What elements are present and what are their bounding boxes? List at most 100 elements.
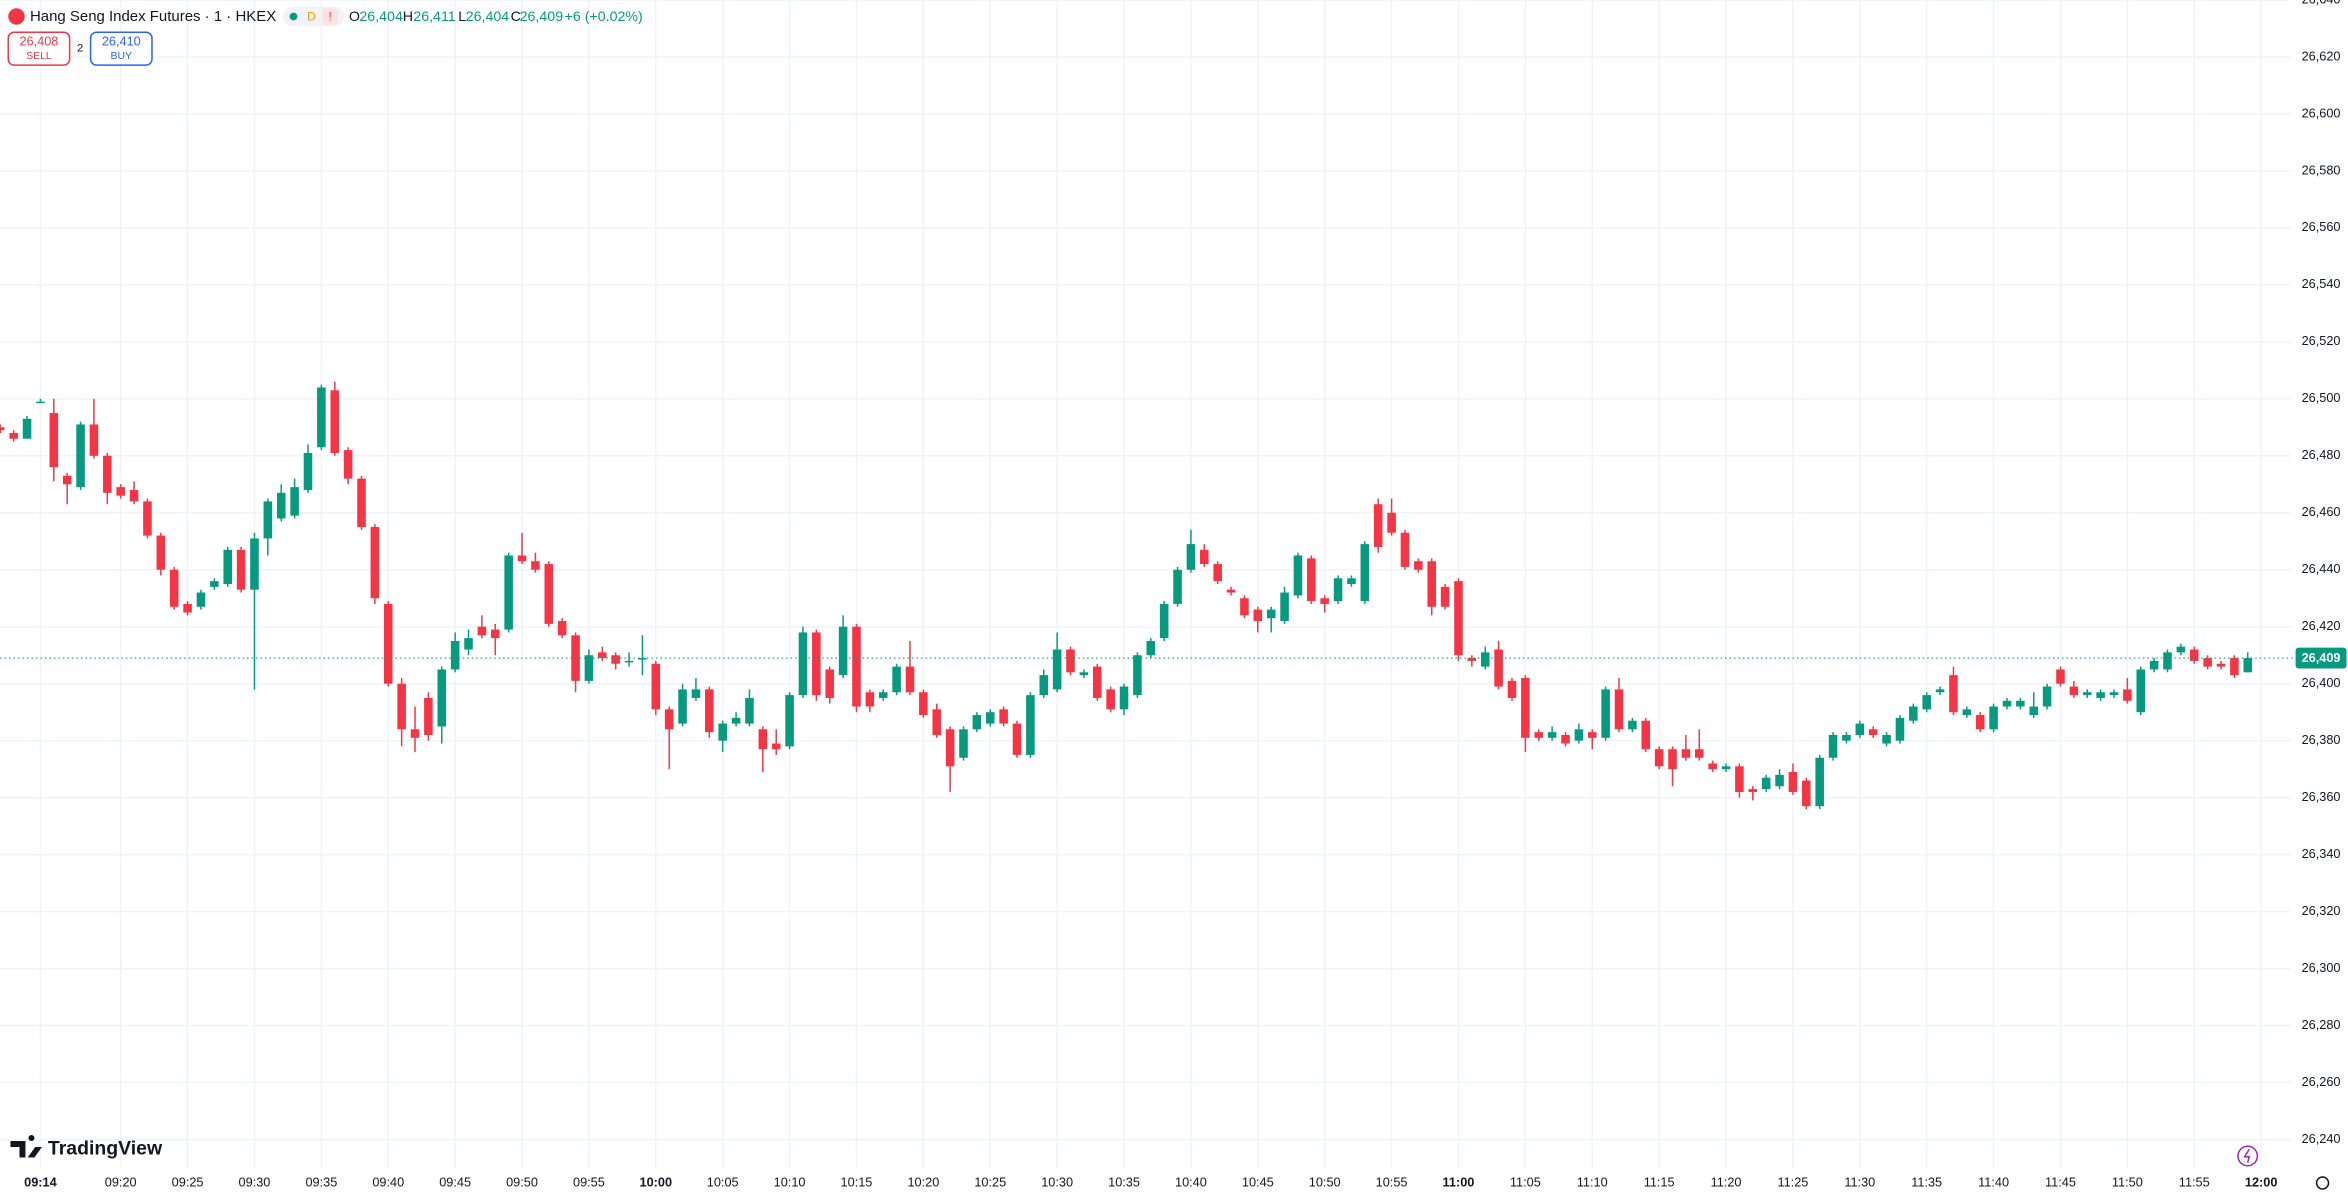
warning-badge[interactable]: ! [329, 9, 332, 23]
buy-label[interactable]: BUY [111, 51, 133, 62]
y-tick-label: 26,320 [2302, 903, 2341, 918]
settings-icon[interactable] [2315, 1176, 2330, 1190]
candle-body [370, 527, 380, 599]
candle-body [357, 478, 366, 528]
candle-body [1975, 715, 1985, 730]
candle-body [450, 640, 460, 670]
candle-body [2123, 689, 2132, 701]
candle-body [1026, 695, 1035, 755]
candle-body [999, 709, 1008, 724]
candle-body [2002, 700, 2012, 707]
candle-body [9, 433, 18, 439]
y-tick-label: 26,480 [2302, 447, 2341, 462]
candle-body [490, 629, 500, 639]
y-tick-label: 26,640 [2302, 0, 2341, 6]
sell-price[interactable]: 26,408 [19, 33, 58, 48]
buy-button[interactable] [89, 31, 153, 66]
candle-body [2136, 669, 2146, 713]
candle-body [892, 666, 901, 693]
candle-body [1735, 766, 1744, 792]
candle-body [1949, 675, 1958, 713]
candle-body [1775, 774, 1784, 787]
candle-body [745, 697, 754, 724]
alert-icon[interactable] [2237, 1145, 2259, 1167]
candle-body [2042, 686, 2052, 707]
candle-body [1681, 749, 1691, 758]
y-tick-label: 26,240 [2302, 1131, 2341, 1146]
candle-body [89, 424, 99, 456]
x-tick-label: 09:35 [305, 1174, 337, 1189]
x-tick-label: 11:15 [1644, 1174, 1675, 1189]
x-tick-label: 11:45 [2045, 1174, 2076, 1189]
candle-body [2069, 686, 2079, 696]
candle-body [397, 683, 406, 730]
candle-body [959, 729, 968, 758]
candle-body [598, 652, 607, 659]
candle-body [2109, 692, 2119, 696]
candle-body [2029, 706, 2039, 716]
candle-body [303, 452, 313, 490]
candle-body [1935, 689, 1945, 693]
y-tick-label: 26,600 [2302, 105, 2341, 120]
candle-body [276, 492, 286, 519]
candle-body [1962, 709, 1972, 716]
x-tick-label: 09:50 [506, 1174, 538, 1189]
candle-body [1895, 717, 1905, 741]
candle-body [731, 717, 741, 724]
candle-body [263, 501, 273, 539]
candle-body [531, 561, 540, 570]
ohlc-value: 26,404 [466, 9, 510, 25]
x-tick-label: 10:25 [974, 1174, 1006, 1189]
candle-body [183, 603, 192, 613]
x-tick-label: 11:05 [1510, 1174, 1541, 1189]
candle-body [1601, 689, 1610, 738]
x-tick-label: 10:00 [640, 1174, 673, 1189]
candle-body [1133, 655, 1142, 696]
candle-body [1266, 609, 1276, 619]
delayed-badge[interactable]: D [307, 9, 316, 23]
candle-body [2230, 658, 2239, 676]
candle-body [798, 632, 808, 696]
candle-body [1373, 504, 1383, 547]
x-tick-label: 10:50 [1309, 1174, 1341, 1189]
candle-body [103, 455, 112, 493]
candle-body [865, 692, 875, 707]
candle-body [2216, 663, 2226, 667]
candle-body [1480, 652, 1490, 667]
candle-body [919, 692, 928, 716]
symbol-title[interactable]: Hang Seng Index Futures · 1 · HKEX [30, 8, 276, 25]
candle-body [464, 638, 473, 650]
candle-body [477, 626, 487, 636]
x-tick-label: 09:45 [439, 1174, 471, 1189]
x-tick-label: 12:00 [2245, 1174, 2278, 1189]
x-tick-label: 10:35 [1108, 1174, 1140, 1189]
x-tick-label: 11:10 [1577, 1174, 1608, 1189]
candle-body [1721, 766, 1731, 770]
candle-body [1066, 649, 1075, 673]
candle-body [1106, 689, 1115, 710]
candle-body [758, 729, 768, 750]
candle-body [2176, 646, 2186, 653]
ohlc-value: 26,411 [413, 9, 456, 25]
x-tick-label: 09:30 [239, 1174, 271, 1189]
candle-body [1748, 789, 1758, 792]
x-tick-label: 11:00 [1443, 1174, 1475, 1189]
candle-body [1494, 649, 1503, 687]
candle-body [2243, 658, 2253, 673]
candle-body [504, 555, 513, 630]
candle-body [785, 695, 794, 747]
sell-button[interactable] [7, 31, 71, 66]
candle-body [2016, 700, 2025, 707]
candle-body [1307, 558, 1316, 602]
logo-text[interactable]: TradingView [48, 1137, 163, 1159]
candle-body [2203, 658, 2212, 667]
candle-body [2149, 660, 2159, 670]
buy-price[interactable]: 26,410 [102, 33, 141, 48]
sell-label[interactable]: SELL [26, 51, 52, 62]
candle-body [1922, 695, 1931, 710]
candle-body [2082, 692, 2092, 696]
market-open-dot [289, 12, 298, 21]
candle-body [1440, 586, 1450, 607]
candle-body [1226, 589, 1236, 593]
candle-body [1828, 734, 1838, 758]
